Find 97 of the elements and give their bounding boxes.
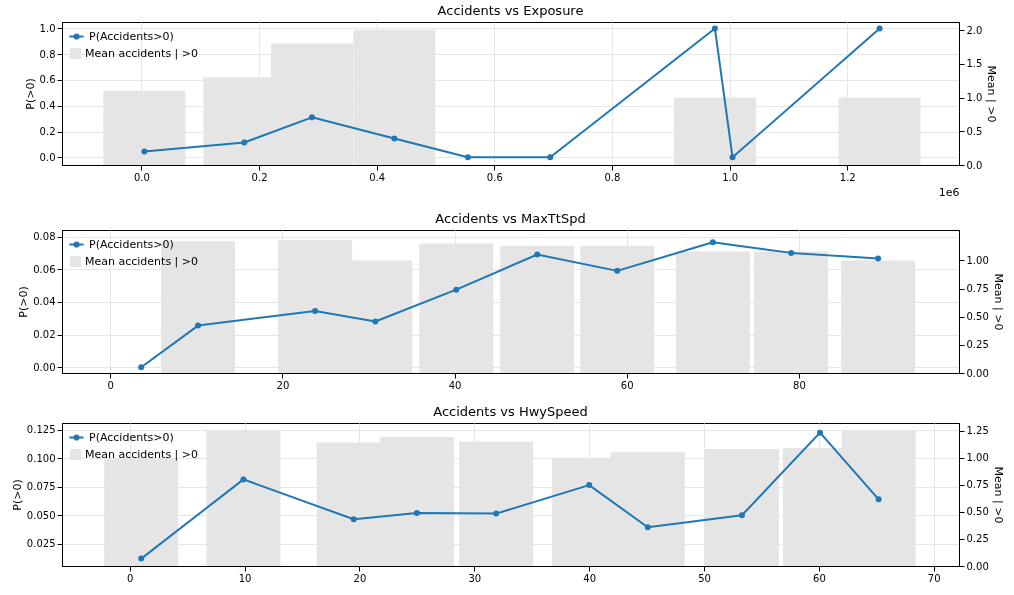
y-axis-title: P(>0) xyxy=(17,286,31,318)
y-tick-label: 0.8 xyxy=(39,48,56,60)
point xyxy=(372,318,379,325)
x-tick-label: 0.8 xyxy=(604,171,621,183)
point xyxy=(875,255,882,262)
point xyxy=(876,25,883,32)
point xyxy=(875,496,882,503)
y2-tick-label: 0.25 xyxy=(966,339,989,351)
point xyxy=(138,555,145,562)
point xyxy=(586,482,593,489)
text: 1e6 xyxy=(938,185,960,199)
point xyxy=(413,510,420,517)
y-tick-label: 0.125 xyxy=(26,424,56,436)
point xyxy=(240,476,247,483)
point xyxy=(350,516,357,523)
point xyxy=(464,154,471,161)
point xyxy=(709,239,716,246)
y-tick-label: 0.4 xyxy=(39,100,56,112)
x-tick-label: 0 xyxy=(107,379,114,391)
point xyxy=(547,154,554,161)
y2-tick-label: 0.50 xyxy=(966,506,989,518)
x-tick-label: 40 xyxy=(583,572,597,584)
y2-tick-label: 0.25 xyxy=(966,533,989,545)
point xyxy=(141,148,148,155)
y-tick-label: 0.100 xyxy=(26,452,56,464)
x-tick-label: 70 xyxy=(927,572,941,584)
y-axis-title: P(>0) xyxy=(23,78,37,110)
y-tick-label: 0.04 xyxy=(33,296,56,308)
point xyxy=(644,524,651,531)
legend-label: P(Accidents>0) xyxy=(89,430,174,444)
x-tick-label: 1.2 xyxy=(839,171,856,183)
x-tick-label: 30 xyxy=(468,572,482,584)
y-tick-label: 1.0 xyxy=(39,22,56,34)
point xyxy=(729,154,736,161)
point xyxy=(195,322,202,329)
y2-tick-label: 1.00 xyxy=(966,452,989,464)
y-tick-label: 0.2 xyxy=(39,126,56,137)
y2-tick-label: 0.75 xyxy=(966,283,989,295)
y2-axis-title: Mean | >0 xyxy=(985,65,999,123)
point xyxy=(308,114,315,121)
y-tick-label: 0.025 xyxy=(26,538,56,550)
point xyxy=(453,286,460,293)
y-tick-label: 0.02 xyxy=(33,329,56,341)
x-tick-label: 50 xyxy=(698,572,711,584)
x-tick-label: 0.4 xyxy=(369,171,386,183)
y-tick-label: 0.08 xyxy=(33,231,56,243)
x-tick-label: 60 xyxy=(620,379,634,391)
y2-tick-label: 0.50 xyxy=(966,311,989,323)
y-tick-label: 0.0 xyxy=(39,151,56,163)
y2-tick-label: 2.0 xyxy=(966,24,983,36)
point xyxy=(788,249,795,256)
point xyxy=(241,139,248,146)
point xyxy=(312,307,319,314)
y-tick-label: 0.6 xyxy=(39,74,56,86)
y2-tick-label: 1.0 xyxy=(966,92,983,104)
point xyxy=(493,510,500,517)
y2-tick-label: 1.00 xyxy=(966,254,989,266)
x-tick-label: 40 xyxy=(448,379,462,391)
x-tick-label: 20 xyxy=(353,572,367,584)
legend-label: Mean accidents | >0 xyxy=(85,447,199,461)
point xyxy=(711,25,718,32)
y-tick-label: 0.06 xyxy=(33,263,56,275)
y-axis-title: P(>0) xyxy=(10,479,24,511)
y2-tick-label: 0.00 xyxy=(966,560,989,572)
y2-tick-label: 0.00 xyxy=(966,367,989,379)
point xyxy=(614,267,621,274)
legend-label: Mean accidents | >0 xyxy=(85,254,199,268)
y-tick-label: 0.00 xyxy=(33,361,56,373)
x-tick-label: 0.6 xyxy=(486,171,503,183)
point xyxy=(391,135,398,142)
legend-label: Mean accidents | >0 xyxy=(85,46,199,60)
chart-title: Accidents vs MaxTtSpd xyxy=(435,211,586,226)
y2-axis-title: Mean | >0 xyxy=(991,273,1005,331)
y2-tick-label: 1.25 xyxy=(966,425,989,437)
x-tick-label: 10 xyxy=(238,572,252,584)
y2-tick-label: 1.5 xyxy=(966,58,983,70)
x-tick-label: 60 xyxy=(813,572,826,584)
x-tick-label: 0.0 xyxy=(133,171,150,183)
x-tick-label: 80 xyxy=(793,379,806,391)
legend-label: P(Accidents>0) xyxy=(89,237,174,251)
y2-tick-label: 0.75 xyxy=(966,479,989,491)
y-tick-label: 0.075 xyxy=(26,481,56,493)
y2-tick-label: 0.5 xyxy=(966,125,983,137)
legend-label: P(Accidents>0) xyxy=(89,29,174,43)
y2-axis-title: Mean | >0 xyxy=(991,466,1005,524)
y2-tick-label: 0.0 xyxy=(966,159,983,171)
x-tick-label: 1.0 xyxy=(722,171,739,183)
chart-title: Accidents vs HwySpeed xyxy=(433,404,588,419)
chart-title: Accidents vs Exposure xyxy=(437,3,584,18)
point xyxy=(534,251,541,258)
point xyxy=(738,512,745,519)
point xyxy=(817,429,824,436)
x-tick-label: 0.2 xyxy=(251,171,268,183)
y-tick-label: 0.050 xyxy=(26,509,56,521)
point xyxy=(138,364,145,371)
x-tick-label: 20 xyxy=(276,379,290,391)
x-tick-label: 0 xyxy=(127,572,134,584)
